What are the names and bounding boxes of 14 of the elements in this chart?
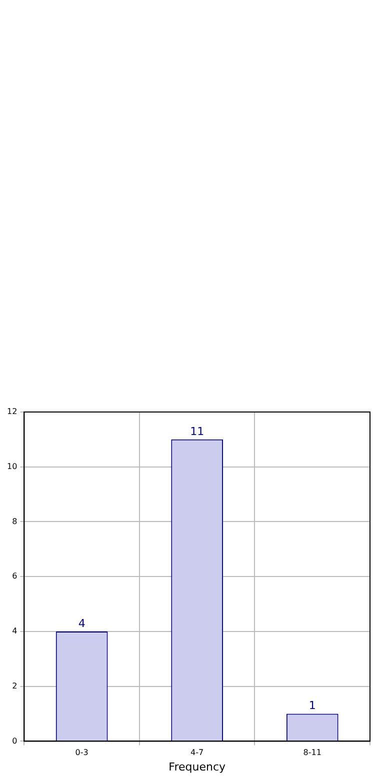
- y-tick-label: 0: [12, 736, 18, 746]
- x-tick-label: 4-7: [190, 748, 204, 758]
- y-tick-label: 4: [12, 626, 18, 636]
- x-tick-label: 8-11: [303, 748, 322, 758]
- y-tick-label: 12: [6, 407, 18, 416]
- y-tick-label: 6: [12, 572, 18, 581]
- data-label: 1: [308, 699, 316, 712]
- y-tick-label: 8: [12, 516, 18, 526]
- data-label: 4: [78, 616, 86, 630]
- y-tick-label: 10: [6, 462, 18, 471]
- x-tick-label: 0-3: [75, 748, 88, 758]
- data-label: 11: [190, 424, 204, 438]
- x-axis-title: Frequency: [168, 760, 226, 774]
- y-tick-label: 2: [12, 681, 18, 690]
